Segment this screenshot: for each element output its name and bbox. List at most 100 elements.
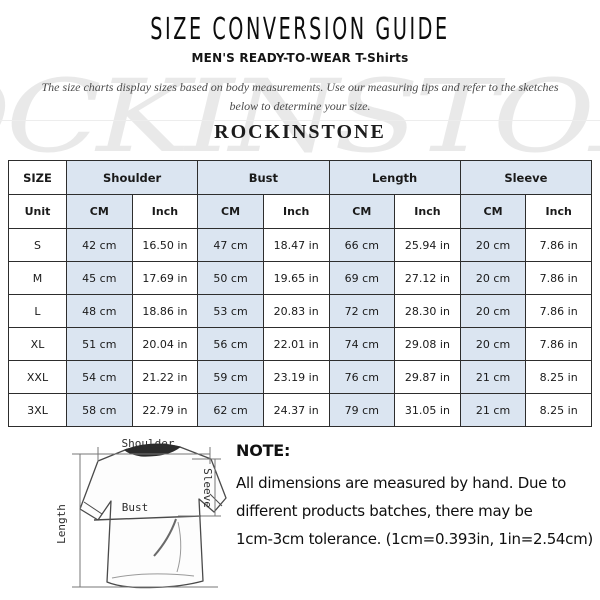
table-row-xxl: XXL 54 cm 21.22 in 59 cm 23.19 in 76 cm … bbox=[8, 360, 592, 394]
length-label: Length bbox=[55, 504, 68, 544]
tshirt-measurement-diagram: Shoulder Bust Length Sleeve bbox=[55, 437, 227, 589]
tshirt-hem-fold bbox=[111, 573, 195, 579]
table-cell: 79 cm bbox=[328, 393, 396, 427]
size-label-cell: XL bbox=[8, 327, 67, 361]
table-cell: 74 cm bbox=[328, 327, 396, 361]
table-cell: 17.69 in bbox=[131, 261, 199, 295]
unit-cell: CM bbox=[459, 194, 527, 229]
table-cell: 42 cm bbox=[66, 228, 133, 262]
size-label-cell: S bbox=[8, 228, 67, 262]
group-header-length: Length bbox=[328, 160, 461, 195]
table-cell: 8.25 in bbox=[525, 360, 592, 394]
unit-cell: Inch bbox=[394, 194, 461, 229]
unit-row: Unit CM Inch CM Inch CM Inch CM Inch bbox=[8, 194, 592, 229]
unit-cell: CM bbox=[197, 194, 264, 229]
tshirt-fold bbox=[153, 518, 177, 557]
table-cell: 48 cm bbox=[66, 294, 133, 328]
table-cell: 24.37 in bbox=[262, 393, 330, 427]
table-cell: 21 cm bbox=[459, 393, 527, 427]
table-cell: 54 cm bbox=[66, 360, 133, 394]
size-label-cell: M bbox=[8, 261, 67, 295]
table-cell: 62 cm bbox=[197, 393, 264, 427]
table-cell: 59 cm bbox=[197, 360, 264, 394]
table-cell: 53 cm bbox=[197, 294, 264, 328]
table-cell: 20 cm bbox=[459, 261, 527, 295]
table-cell: 7.86 in bbox=[525, 228, 592, 262]
table-cell: 19.65 in bbox=[262, 261, 330, 295]
table-cell: 69 cm bbox=[328, 261, 396, 295]
table-row-xl: XL 51 cm 20.04 in 56 cm 22.01 in 74 cm 2… bbox=[8, 327, 592, 361]
table-cell: 50 cm bbox=[197, 261, 264, 295]
table-cell: 7.86 in bbox=[525, 294, 592, 328]
size-conversion-table: SIZE Shoulder Bust Length Sleeve Unit CM… bbox=[8, 160, 593, 427]
size-label-cell: 3XL bbox=[8, 393, 67, 427]
table-cell: 16.50 in bbox=[131, 228, 199, 262]
table-cell: 20.04 in bbox=[131, 327, 199, 361]
sleeve-label: Sleeve bbox=[201, 468, 214, 508]
size-label-cell: XXL bbox=[8, 360, 67, 394]
table-cell: 21 cm bbox=[459, 360, 527, 394]
unit-cell: Inch bbox=[262, 194, 330, 229]
page-title: SIZE CONVERSION GUIDE bbox=[150, 12, 450, 47]
unit-label-cell: Unit bbox=[8, 194, 67, 229]
table-cell: 45 cm bbox=[66, 261, 133, 295]
table-cell: 56 cm bbox=[197, 327, 264, 361]
table-header-row: SIZE Shoulder Bust Length Sleeve bbox=[8, 160, 593, 195]
table-cell: 20 cm bbox=[459, 294, 527, 328]
table-cell: 27.12 in bbox=[394, 261, 461, 295]
table-cell: 76 cm bbox=[328, 360, 396, 394]
note-line-1: All dimensions are measured by hand. Due… bbox=[236, 474, 567, 492]
table-cell: 22.79 in bbox=[131, 393, 199, 427]
table-cell: 47 cm bbox=[197, 228, 264, 262]
table-cell: 20.83 in bbox=[262, 294, 330, 328]
table-cell: 23.19 in bbox=[262, 360, 330, 394]
table-cell: 20 cm bbox=[459, 228, 527, 262]
note-line-2: different products batches, there may be bbox=[236, 502, 533, 520]
table-row-l: L 48 cm 18.86 in 53 cm 20.83 in 72 cm 28… bbox=[8, 294, 592, 328]
table-row-3xl: 3XL 58 cm 22.79 in 62 cm 24.37 in 79 cm … bbox=[8, 393, 592, 427]
table-cell: 7.86 in bbox=[525, 261, 592, 295]
bust-measure-line bbox=[93, 515, 202, 521]
description-line-1: The size charts display sizes based on b… bbox=[41, 80, 559, 94]
brand-watermark: ROCKINSTONE bbox=[0, 58, 600, 175]
note-section: NOTE: All dimensions are measured by han… bbox=[236, 441, 593, 553]
shoulder-label: Shoulder bbox=[122, 437, 175, 450]
group-header-bust: Bust bbox=[197, 160, 330, 195]
hairline-divider bbox=[0, 120, 600, 121]
bust-label: Bust bbox=[122, 501, 149, 514]
table-cell: 25.94 in bbox=[394, 228, 461, 262]
table-cell: 8.25 in bbox=[525, 393, 592, 427]
table-cell: 66 cm bbox=[328, 228, 396, 262]
table-cell: 18.47 in bbox=[262, 228, 330, 262]
table-cell: 21.22 in bbox=[131, 360, 199, 394]
group-header-shoulder: Shoulder bbox=[65, 160, 199, 195]
size-label-cell: L bbox=[8, 294, 67, 328]
corner-header-cell: SIZE bbox=[8, 160, 67, 195]
unit-cell: Inch bbox=[525, 194, 592, 229]
table-cell: 29.08 in bbox=[394, 327, 461, 361]
tshirt-fold bbox=[176, 521, 182, 573]
table-row-s: S 42 cm 16.50 in 47 cm 18.47 in 66 cm 25… bbox=[8, 228, 592, 262]
table-cell: 18.86 in bbox=[131, 294, 199, 328]
table-row-m: M 45 cm 17.69 in 50 cm 19.65 in 69 cm 27… bbox=[8, 261, 592, 295]
table-cell: 29.87 in bbox=[394, 360, 461, 394]
page-subtitle: MEN'S READY-TO-WEAR T-Shirts bbox=[191, 51, 409, 65]
group-header-sleeve: Sleeve bbox=[459, 160, 593, 195]
table-cell: 7.86 in bbox=[525, 327, 592, 361]
tshirt-cuff-right bbox=[209, 493, 223, 507]
brand-name: ROCKINSTONE bbox=[214, 121, 386, 143]
table-cell: 58 cm bbox=[66, 393, 133, 427]
table-cell: 20 cm bbox=[459, 327, 527, 361]
table-cell: 22.01 in bbox=[262, 327, 330, 361]
table-cell: 28.30 in bbox=[394, 294, 461, 328]
note-heading: NOTE: bbox=[236, 441, 291, 460]
unit-cell: CM bbox=[66, 194, 133, 229]
table-cell: 31.05 in bbox=[394, 393, 461, 427]
tshirt-cuff-left bbox=[83, 501, 103, 515]
table-cell: 51 cm bbox=[66, 327, 133, 361]
description-text: The size charts display sizes based on b… bbox=[0, 78, 600, 116]
note-line-3: 1cm-3cm tolerance. (1cm=0.393in, 1in=2.5… bbox=[236, 530, 593, 548]
unit-cell: CM bbox=[328, 194, 396, 229]
table-cell: 72 cm bbox=[328, 294, 396, 328]
